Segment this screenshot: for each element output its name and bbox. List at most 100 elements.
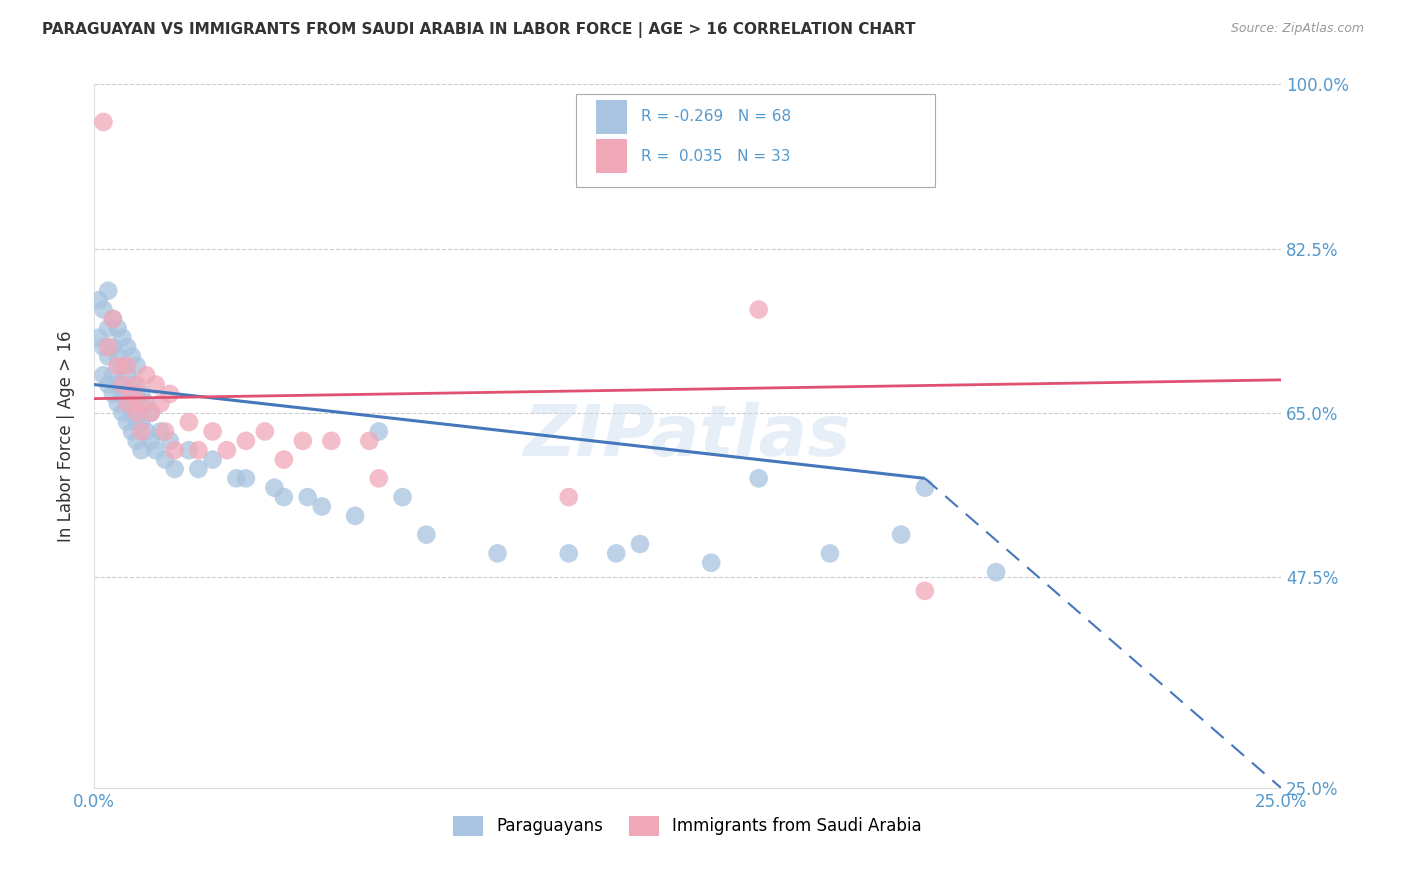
Point [101, 340, 124, 354]
Point [107, 377, 129, 392]
Point [125, 406, 148, 420]
Legend: Paraguayans, Immigrants from Saudi Arabia: Paraguayans, Immigrants from Saudi Arabi… [447, 809, 928, 843]
Point [890, 527, 912, 541]
Point [135, 425, 157, 439]
Point [101, 312, 124, 326]
Point [111, 331, 134, 345]
Point [111, 406, 134, 420]
Point [107, 321, 129, 335]
Point [311, 500, 333, 514]
Point [101, 312, 124, 326]
Text: R = -0.269   N = 68: R = -0.269 N = 68 [641, 110, 792, 124]
Point [628, 537, 651, 551]
Point [93, 340, 115, 354]
Point [201, 425, 224, 439]
Point [149, 425, 172, 439]
Point [87, 293, 110, 307]
Point [748, 302, 770, 317]
Point [131, 415, 153, 429]
Point [159, 387, 181, 401]
Point [87, 331, 110, 345]
Point [111, 377, 134, 392]
Point [115, 340, 138, 354]
Point [125, 434, 148, 448]
Point [187, 443, 209, 458]
Point [163, 462, 186, 476]
Point [149, 396, 172, 410]
Point [115, 368, 138, 383]
Point [131, 387, 153, 401]
Point [391, 490, 413, 504]
Point [131, 443, 153, 458]
Text: Source: ZipAtlas.com: Source: ZipAtlas.com [1230, 22, 1364, 36]
Point [187, 462, 209, 476]
Point [748, 471, 770, 485]
Point [131, 396, 153, 410]
Point [159, 434, 181, 448]
Y-axis label: In Labor Force | Age > 16: In Labor Force | Age > 16 [58, 330, 75, 541]
Point [235, 471, 257, 485]
Point [700, 556, 723, 570]
Point [558, 490, 581, 504]
Point [145, 443, 167, 458]
Point [415, 527, 437, 541]
Point [153, 452, 176, 467]
Point [107, 359, 129, 373]
Point [125, 387, 148, 401]
Point [235, 434, 257, 448]
Point [101, 387, 124, 401]
Point [97, 321, 120, 335]
Point [125, 377, 148, 392]
Point [359, 434, 381, 448]
Point [914, 583, 936, 598]
Point [177, 443, 200, 458]
Point [605, 546, 627, 560]
Point [818, 546, 841, 560]
Point [131, 425, 153, 439]
Point [93, 368, 115, 383]
Point [135, 368, 157, 383]
Point [984, 565, 1007, 579]
Point [273, 490, 295, 504]
Point [225, 471, 247, 485]
Text: PARAGUAYAN VS IMMIGRANTS FROM SAUDI ARABIA IN LABOR FORCE | AGE > 16 CORRELATION: PARAGUAYAN VS IMMIGRANTS FROM SAUDI ARAB… [42, 22, 915, 38]
Point [101, 368, 124, 383]
Point [367, 471, 389, 485]
Point [115, 415, 138, 429]
Point [163, 443, 186, 458]
Point [367, 425, 389, 439]
Point [107, 350, 129, 364]
Point [121, 425, 143, 439]
Point [107, 396, 129, 410]
Point [486, 546, 509, 560]
Point [273, 452, 295, 467]
Point [97, 340, 120, 354]
Point [201, 452, 224, 467]
Point [177, 415, 200, 429]
Point [263, 481, 285, 495]
Point [121, 406, 143, 420]
Point [321, 434, 343, 448]
Point [111, 359, 134, 373]
Point [125, 415, 148, 429]
Point [93, 302, 115, 317]
Point [121, 377, 143, 392]
Point [558, 546, 581, 560]
Point [139, 434, 162, 448]
Text: ZIPatlas: ZIPatlas [524, 401, 851, 471]
Point [344, 508, 367, 523]
Point [97, 350, 120, 364]
Point [115, 396, 138, 410]
Point [139, 406, 162, 420]
Point [125, 359, 148, 373]
Point [215, 443, 238, 458]
Point [914, 481, 936, 495]
Point [111, 387, 134, 401]
Point [97, 284, 120, 298]
Point [93, 115, 115, 129]
Point [291, 434, 314, 448]
Point [297, 490, 319, 504]
Point [97, 377, 120, 392]
Point [115, 359, 138, 373]
Point [253, 425, 276, 439]
